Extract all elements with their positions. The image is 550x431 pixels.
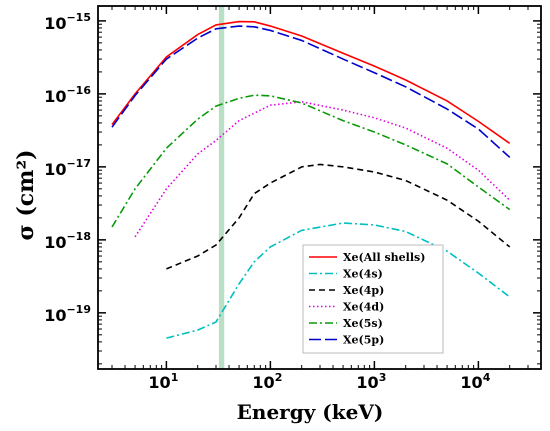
series-line-2 xyxy=(166,222,511,339)
axes: 101 102 103 104 10−19 10−18 10−17 10−16 10−15 xyxy=(44,5,542,392)
series-line-1 xyxy=(111,20,511,145)
legend-label-1: Xe(All shells) xyxy=(343,251,425,264)
series-line-3 xyxy=(166,163,511,270)
x-tick-label: 102 xyxy=(252,371,282,392)
legend-box xyxy=(302,244,444,354)
series-line-5 xyxy=(111,94,511,228)
y-tick-label: 10−19 xyxy=(44,303,91,325)
x-tick-label: 104 xyxy=(460,371,490,392)
plot-area xyxy=(111,6,511,369)
legend: Xe(All shells) Xe(4s) Xe(4p) Xe(4d) Xe(5s) Xe… xyxy=(302,244,444,354)
legend-label-6: Xe(5p) xyxy=(343,334,384,347)
legend-label-5: Xe(5s) xyxy=(343,317,383,330)
plot-frame xyxy=(97,5,542,370)
legend-label-2: Xe(4s) xyxy=(343,268,383,281)
series-line-4 xyxy=(134,100,511,238)
series-line-6 xyxy=(111,25,511,158)
y-axis-title: σ (cm²) xyxy=(13,149,39,240)
legend-label-4: Xe(4d) xyxy=(343,301,384,314)
x-axis-title: Energy (keV) xyxy=(237,400,384,424)
x-tick-label: 103 xyxy=(356,371,386,392)
legend-label-3: Xe(4p) xyxy=(343,284,384,297)
y-tick-label: 10−15 xyxy=(44,11,91,33)
highlight-band xyxy=(218,6,225,369)
x-tick-label: 101 xyxy=(148,371,178,392)
y-tick-label: 10−16 xyxy=(44,84,91,106)
y-tick-label: 10−17 xyxy=(44,157,91,179)
y-tick-label: 10−18 xyxy=(44,230,91,252)
